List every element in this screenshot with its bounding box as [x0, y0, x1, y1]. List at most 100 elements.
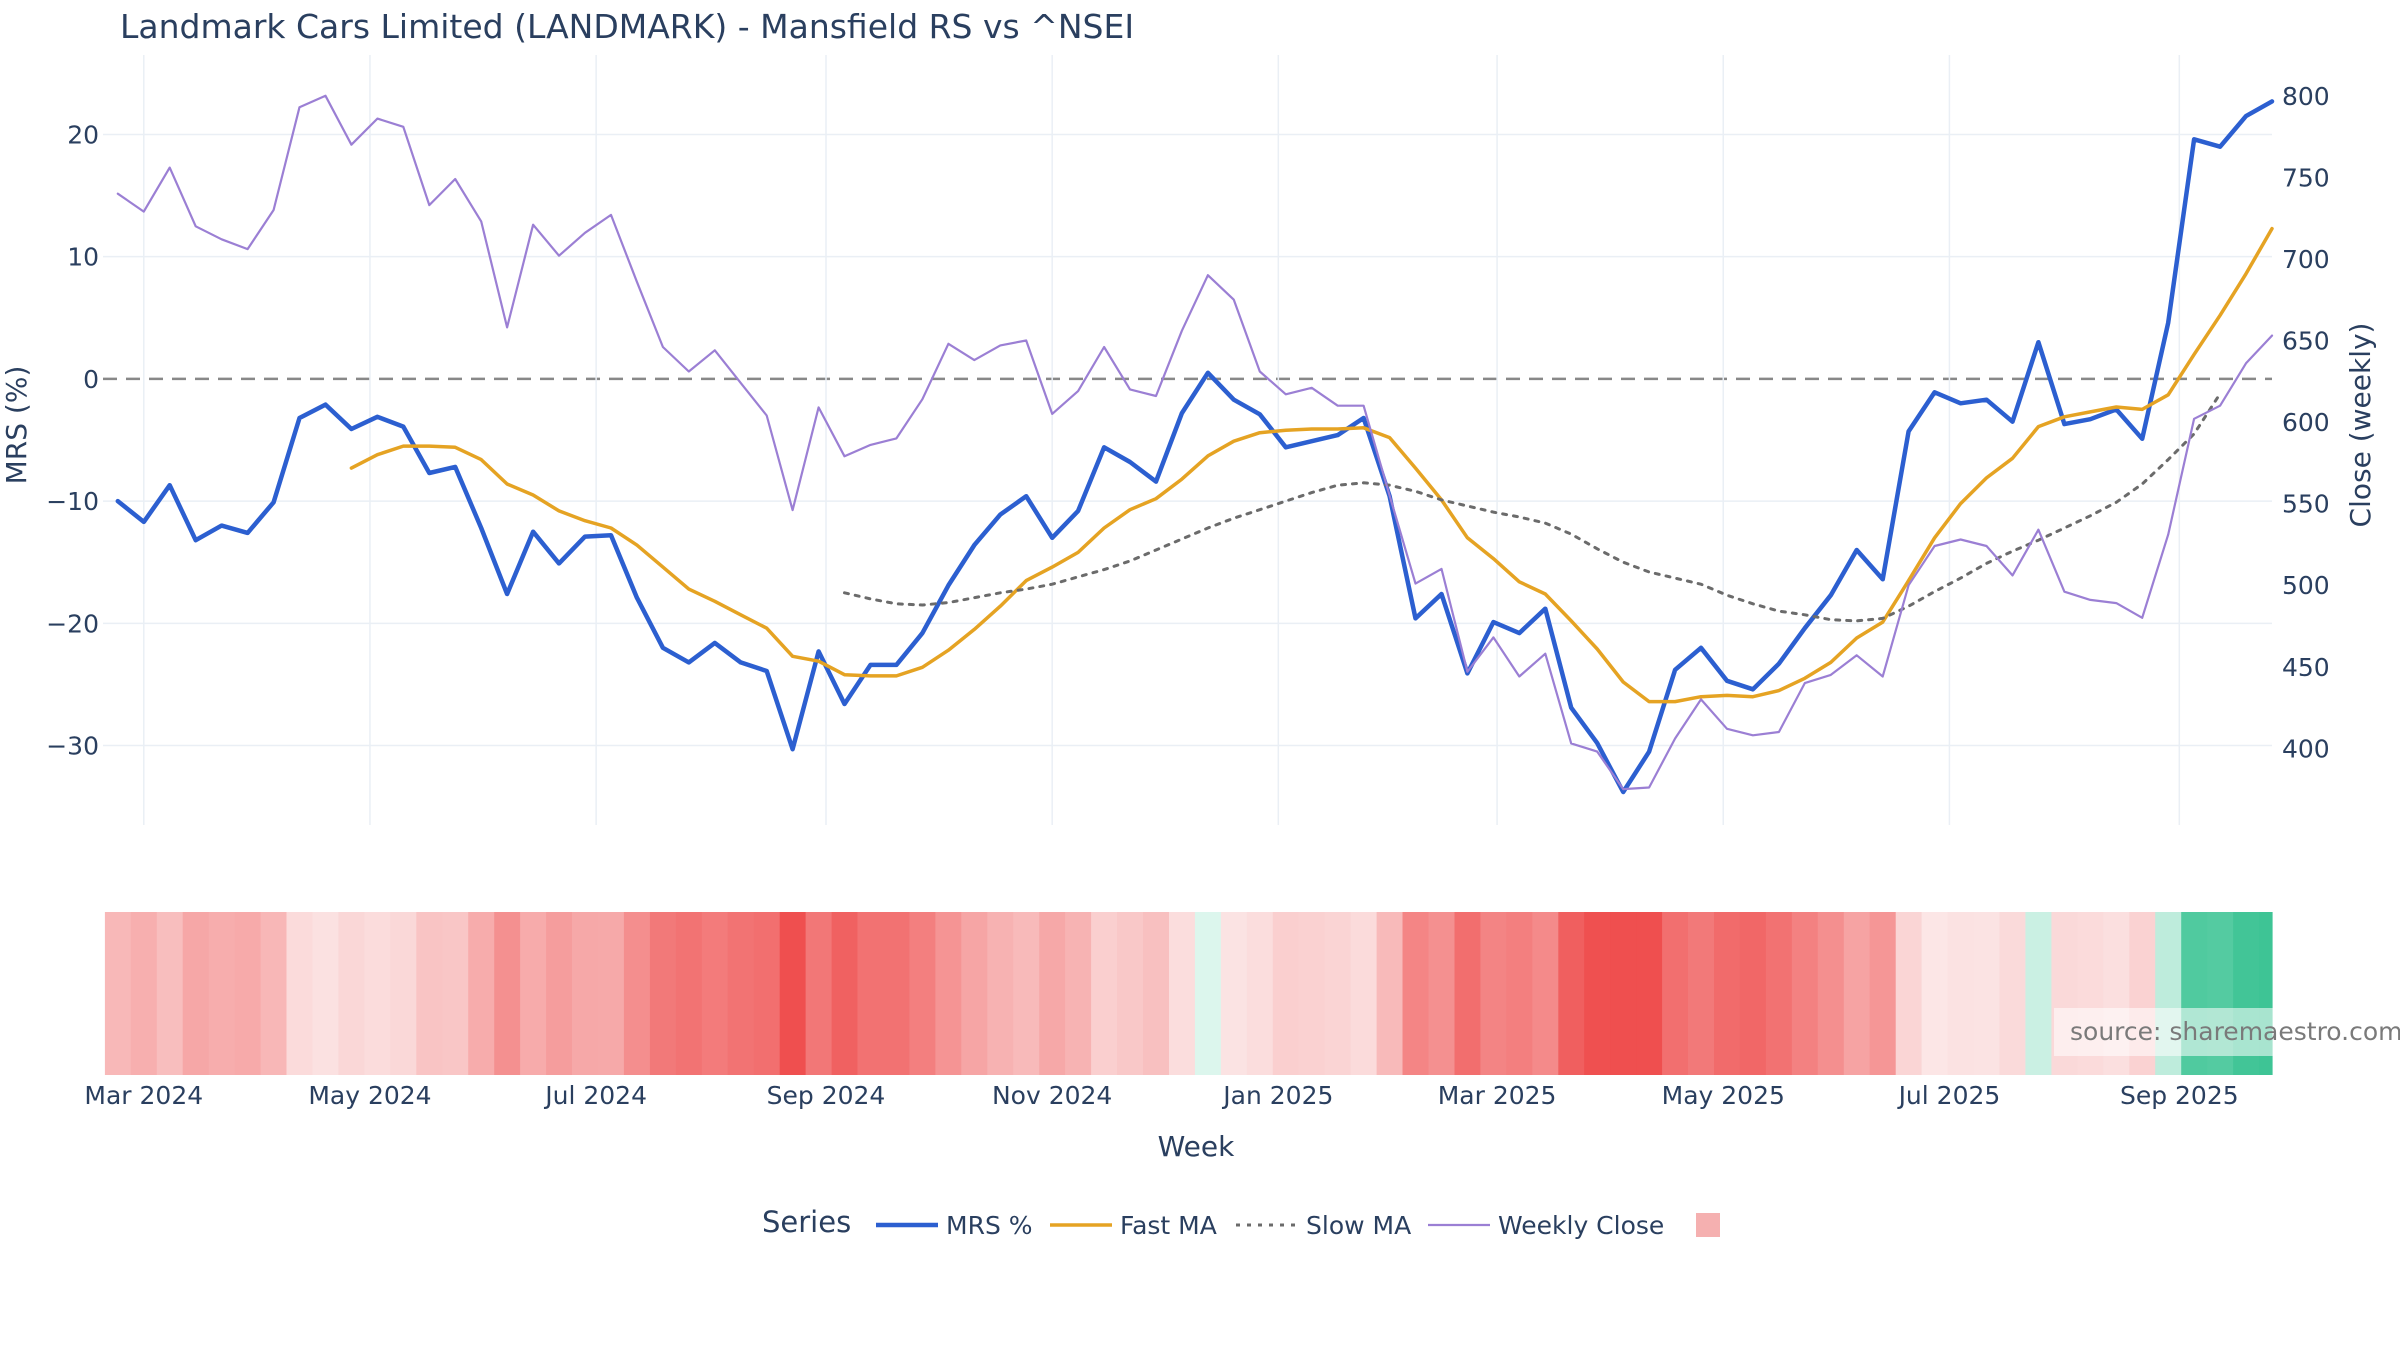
heat-strip-cell — [338, 912, 365, 1075]
heat-strip-cell — [208, 912, 236, 1075]
y2-tick-label: 400 — [2282, 734, 2330, 763]
y2-tick-label: 700 — [2282, 245, 2330, 274]
heat-strip-cell — [1298, 912, 1326, 1075]
heat-strip-cell — [416, 912, 443, 1075]
heat-strip-cell — [623, 912, 651, 1075]
heat-strip-cell — [286, 912, 314, 1075]
heat-strip-cell — [831, 912, 859, 1075]
heat-strip-cell — [987, 912, 1014, 1075]
x-tick-label: Jul 2024 — [543, 1081, 647, 1110]
heat-strip-cell — [779, 912, 807, 1075]
heat-strip-cell — [572, 912, 599, 1075]
heat-strip-cell — [649, 912, 677, 1075]
heat-strip-cell — [1532, 912, 1559, 1075]
y2-tick-label: 750 — [2282, 163, 2330, 192]
x-tick-label: Nov 2024 — [992, 1081, 1112, 1110]
heat-strip-cell — [312, 912, 340, 1075]
heat-strip-cell — [1999, 912, 2027, 1075]
heat-strip-cell — [1324, 912, 1352, 1075]
heat-strip-cell — [1402, 912, 1430, 1075]
heat-strip-cell — [1662, 912, 1689, 1075]
x-axis-label: Week — [1158, 1130, 1235, 1163]
y-tick-label: −30 — [46, 732, 99, 761]
x-tick-label: Sep 2024 — [767, 1081, 886, 1110]
heat-strip-cell — [675, 912, 703, 1075]
heat-strip-cell — [1921, 912, 1949, 1075]
heat-strip-cell — [1688, 912, 1715, 1075]
legend: Series MRS % Fast MA Slow MA Weekly Close — [762, 1205, 1720, 1240]
heat-strip-cell — [1169, 912, 1196, 1075]
heat-strip-cell — [1895, 912, 1923, 1075]
watermark-background — [2054, 1008, 2380, 1056]
heat-strip-cell — [494, 912, 521, 1075]
heat-strip-cell — [1143, 912, 1170, 1075]
heat-strip-cell — [1973, 912, 2001, 1075]
heat-strip-cell — [1065, 912, 1092, 1075]
heat-strip-cell — [1454, 912, 1482, 1075]
heat-strip-cell — [1947, 912, 1975, 1075]
legend-title: Series — [762, 1205, 851, 1239]
heat-strip-cell — [2025, 912, 2052, 1075]
chart-title: Landmark Cars Limited (LANDMARK) - Mansf… — [120, 7, 1134, 46]
heat-strip-cell — [883, 912, 911, 1075]
x-tick-label: May 2024 — [308, 1081, 431, 1110]
heat-strip-cell — [701, 912, 729, 1075]
heat-strip-cell — [1843, 912, 1871, 1075]
heat-strip-cell — [1272, 912, 1300, 1075]
x-tick-label: Mar 2024 — [84, 1081, 203, 1110]
y-tick-label: 0 — [83, 365, 99, 394]
heat-strip-cell — [1636, 912, 1663, 1075]
heat-strip — [104, 912, 2273, 1075]
y2-tick-label: 800 — [2282, 82, 2330, 111]
heat-strip-cell — [727, 912, 755, 1075]
watermark: source: sharemaestro.com — [2054, 1008, 2400, 1056]
series-line-mrs — [115, 99, 2275, 795]
grid-layer — [103, 55, 2272, 825]
heat-strip-cell — [1765, 912, 1793, 1075]
y2-tick-label: 550 — [2282, 490, 2330, 519]
heat-strip-cell — [1817, 912, 1845, 1075]
heat-strip-cell — [1350, 912, 1378, 1075]
y-tick-label: 20 — [67, 120, 99, 149]
heat-strip-cell — [1610, 912, 1637, 1075]
heat-strip-cell — [857, 912, 885, 1075]
y-tick-label: 10 — [67, 243, 99, 272]
x-tick-label: Mar 2025 — [1438, 1081, 1557, 1110]
heat-strip-cell — [1376, 912, 1404, 1075]
heat-strip-cell — [805, 912, 833, 1075]
heat-strip-cell — [1506, 912, 1533, 1075]
y-axis-label: MRS (%) — [0, 366, 33, 485]
series-layer — [115, 94, 2275, 795]
heat-strip-cell — [104, 912, 132, 1075]
series-line-slow-ma — [843, 392, 2222, 623]
series-line-weekly-close — [116, 94, 2274, 791]
heat-strip-cell — [156, 912, 184, 1075]
heat-strip-cell — [364, 912, 391, 1075]
legend-label: MRS % — [946, 1211, 1033, 1240]
heat-strip-cell — [1220, 912, 1248, 1075]
heat-strip-cell — [961, 912, 988, 1075]
series-line-fast-ma — [349, 226, 2274, 704]
heat-strip-cell — [1091, 912, 1118, 1075]
heat-strip-cell — [1869, 912, 1897, 1075]
legend-swatch-strip — [1696, 1213, 1720, 1237]
y-tick-label: −10 — [46, 487, 99, 516]
heat-strip-cell — [1558, 912, 1585, 1075]
heat-strip-cell — [1039, 912, 1066, 1075]
heat-strip-cell — [1584, 912, 1611, 1075]
heat-strip-cell — [1791, 912, 1819, 1075]
heat-strip-cell — [753, 912, 781, 1075]
y2-tick-label: 450 — [2282, 653, 2330, 682]
y2-axis-label: Close (weekly) — [2344, 323, 2377, 528]
heat-strip-cell — [909, 912, 936, 1075]
heat-strip-cell — [260, 912, 288, 1075]
legend-label: Fast MA — [1120, 1211, 1217, 1240]
legend-label: Slow MA — [1306, 1211, 1411, 1240]
heat-strip-cell — [182, 912, 210, 1075]
x-tick-label: Sep 2025 — [2120, 1081, 2239, 1110]
y2-tick-label: 650 — [2282, 326, 2330, 355]
x-tick-label: Jul 2025 — [1897, 1081, 2001, 1110]
watermark-text: source: sharemaestro.com — [2070, 1017, 2400, 1046]
